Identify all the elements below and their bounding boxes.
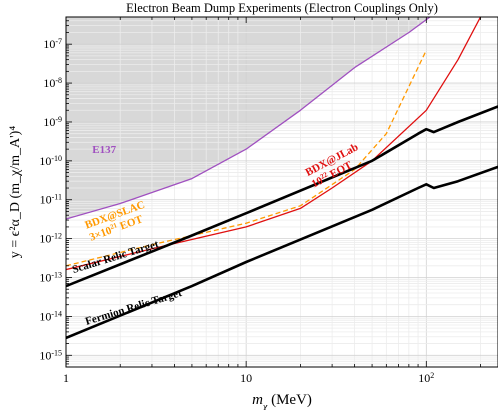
annotation-e137-text: E137 [92, 144, 116, 156]
y-tick-label: 10-11 [40, 192, 62, 207]
x-tick-label-mantissa: 10 [418, 371, 430, 385]
y-tick-label: 10-8 [43, 76, 62, 91]
series-layer [66, 17, 498, 340]
y-axis-label: y = ϵ²α_D (m_χ/m_A')⁴ [8, 126, 23, 259]
annotation-slac-eot-exp: 21 [109, 221, 119, 231]
y-tick-label: 10-7 [43, 37, 62, 52]
y-tick-label-exponent: -8 [55, 76, 62, 85]
series-e137-excluded-fill [66, 17, 430, 219]
x-axis-label: mχ (MeV) [252, 392, 312, 410]
y-tick-label: 10-14 [39, 309, 62, 324]
y-tick-label: 10-15 [39, 348, 62, 363]
y-tick-label-exponent: -15 [51, 348, 62, 357]
y-tick-label-exponent: -14 [51, 309, 62, 318]
y-tick-label-mantissa: 10 [39, 309, 51, 323]
series-bdx_slac-line [66, 49, 427, 267]
series-e137-line [66, 17, 431, 220]
annotation-e137: E137 [92, 144, 116, 156]
x-axis-label-var: m [252, 392, 263, 408]
y-tick-label-mantissa: 10 [43, 37, 55, 51]
y-tick-label-mantissa: 10 [39, 154, 51, 168]
plot-frame [65, 16, 498, 368]
x-tick-label-exponent: 2 [430, 371, 434, 380]
series-scalar-line [66, 105, 498, 288]
excluded-region-layer [66, 17, 430, 219]
y-tick-label-mantissa: 10 [40, 193, 52, 207]
y-tick-label-exponent: -11 [52, 192, 62, 201]
x-axis-label-sub: χ [262, 402, 268, 410]
x-tick-label: 1 [63, 371, 69, 385]
y-tick-label-exponent: -7 [55, 37, 62, 46]
chart-title: Electron Beam Dump Experiments (Electron… [126, 1, 438, 15]
y-tick-label-mantissa: 10 [43, 115, 55, 129]
annotation-jlab-eot-exp: 22 [319, 170, 329, 181]
y-tick-label-exponent: -9 [55, 114, 62, 123]
y-tick-label-mantissa: 10 [39, 348, 51, 362]
series-bdx_jlab-line [66, 17, 482, 271]
y-tick-label-exponent: -10 [51, 153, 62, 162]
y-tick-label: 10-12 [39, 231, 62, 246]
y-tick-label-exponent: -12 [51, 231, 62, 240]
x-axis-label-unit: (MeV) [267, 392, 312, 408]
y-tick-label: 10-10 [39, 153, 62, 168]
y-tick-label: 10-13 [39, 270, 62, 285]
y-tick-label-mantissa: 10 [39, 271, 51, 285]
series-fermion-line [66, 165, 498, 340]
y-tick-label-mantissa: 10 [43, 76, 55, 90]
y-tick-label-exponent: -13 [51, 270, 62, 279]
tick-layer: 1 10 10210-1510-1410-1310-1210-1110-1010-9… [39, 16, 481, 386]
y-tick-label-mantissa: 10 [39, 232, 51, 246]
x-tick-label: 10 [240, 371, 252, 385]
x-tick-label: 102 [418, 371, 434, 386]
y-tick-label: 10-9 [43, 114, 62, 129]
